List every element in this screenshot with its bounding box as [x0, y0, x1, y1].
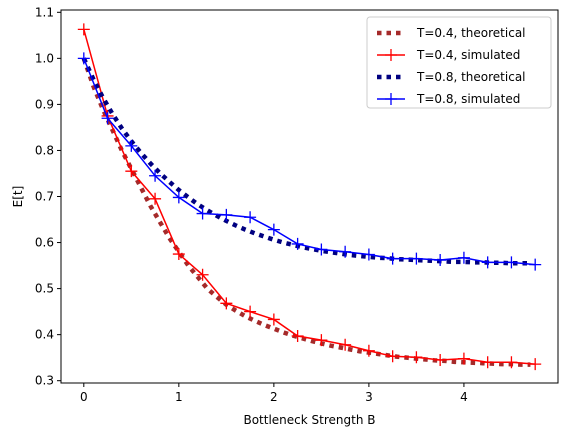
data-point-t-0-4-simulated: [362, 344, 375, 357]
series-t-0-8-simulated: [77, 52, 542, 271]
data-point-t-0-4-simulated: [386, 350, 399, 363]
series-t-0-8-theoretical: [81, 57, 531, 266]
data-point-t-0-4-simulated: [220, 297, 233, 310]
x-tick-label: 1: [175, 390, 183, 404]
y-tick-label: 0.3: [35, 374, 54, 388]
data-point-t-0-8-simulated: [291, 237, 304, 250]
legend-label-t-0-8-theoretical: T=0.8, theoretical: [416, 70, 526, 84]
data-point-t-0-8-simulated: [481, 256, 494, 269]
data-point-t-0-8-simulated: [101, 112, 114, 125]
data-point-t-0-8-simulated: [505, 256, 518, 269]
data-point-t-0-4-simulated: [315, 334, 328, 347]
data-point-t-0-4-simulated: [457, 352, 470, 365]
data-point-t-0-4-simulated: [196, 268, 209, 281]
data-point-t-0-8-simulated: [362, 248, 375, 261]
data-point-t-0-4-simulated: [434, 353, 447, 366]
data-point-t-0-8-simulated: [529, 258, 542, 271]
x-axis: 0 1 2 3 4: [80, 383, 468, 404]
data-point-t-0-4-simulated: [244, 305, 257, 318]
y-tick-label: 0.5: [35, 282, 54, 296]
y-tick-label: 0.7: [35, 190, 54, 204]
legend-marker-t-0-4-simulated: [385, 49, 397, 61]
data-point-t-0-8-simulated: [267, 223, 280, 236]
x-tick-label: 3: [365, 390, 373, 404]
data-point-t-0-4-simulated: [410, 351, 423, 364]
data-point-t-0-8-simulated: [315, 243, 328, 256]
data-point-t-0-8-simulated: [434, 254, 447, 267]
y-tick-label: 1.0: [35, 51, 54, 65]
y-tick-label: 0.6: [35, 236, 54, 250]
data-point-t-0-4-simulated: [125, 165, 138, 178]
data-point-t-0-8-simulated: [386, 252, 399, 265]
x-tick-label: 0: [80, 390, 88, 404]
series-t-0-4-theoretical: [81, 57, 531, 367]
y-axis-label: E[t]: [11, 186, 25, 208]
y-tick-label: 0.8: [35, 143, 54, 157]
data-point-t-0-4-simulated: [339, 338, 352, 351]
data-point-t-0-8-simulated: [77, 52, 90, 65]
data-point-t-0-4-simulated: [291, 330, 304, 343]
x-tick-label: 2: [270, 390, 278, 404]
plot-area: [77, 23, 542, 371]
data-point-t-0-8-simulated: [457, 251, 470, 264]
series-line-t-0-8-theoretical: [81, 57, 531, 266]
data-point-t-0-8-simulated: [244, 211, 257, 224]
legend-label-t-0-4-simulated: T=0.4, simulated: [416, 48, 520, 62]
legend-marker-t-0-8-simulated: [385, 93, 397, 105]
data-point-t-0-4-simulated: [529, 358, 542, 371]
series-t-0-4-simulated: [77, 23, 542, 371]
data-point-t-0-8-simulated: [339, 245, 352, 258]
legend-label-t-0-4-theoretical: T=0.4, theoretical: [416, 26, 526, 40]
y-tick-label: 0.4: [35, 328, 54, 342]
data-point-t-0-8-simulated: [125, 139, 138, 152]
legend-box: [366, 16, 552, 109]
x-tick-label: 4: [460, 390, 468, 404]
data-point-t-0-4-simulated: [267, 313, 280, 326]
data-point-t-0-4-simulated: [505, 356, 518, 369]
series-line-t-0-4-theoretical: [81, 57, 531, 367]
data-point-t-0-4-simulated: [77, 23, 90, 36]
data-point-t-0-4-simulated: [149, 192, 162, 205]
data-point-t-0-8-simulated: [149, 169, 162, 182]
y-axis: 0.3 0.4 0.5 0.6 0.7 0.8 0.9 1.0 1.1: [35, 5, 61, 388]
y-tick-label: 1.1: [35, 5, 54, 19]
x-axis-label: Bottleneck Strength B: [243, 413, 375, 427]
data-point-t-0-8-simulated: [172, 191, 185, 204]
data-point-t-0-4-simulated: [172, 248, 185, 261]
legend: T=0.4, theoretical T=0.4, simulated T=0.8,…: [366, 16, 552, 109]
y-tick-label: 0.9: [35, 97, 54, 111]
data-point-t-0-4-simulated: [481, 356, 494, 369]
data-point-t-0-8-simulated: [410, 252, 423, 265]
data-point-t-0-8-simulated: [220, 208, 233, 221]
data-point-t-0-8-simulated: [196, 207, 209, 220]
legend-label-t-0-8-simulated: T=0.8, simulated: [416, 92, 520, 106]
